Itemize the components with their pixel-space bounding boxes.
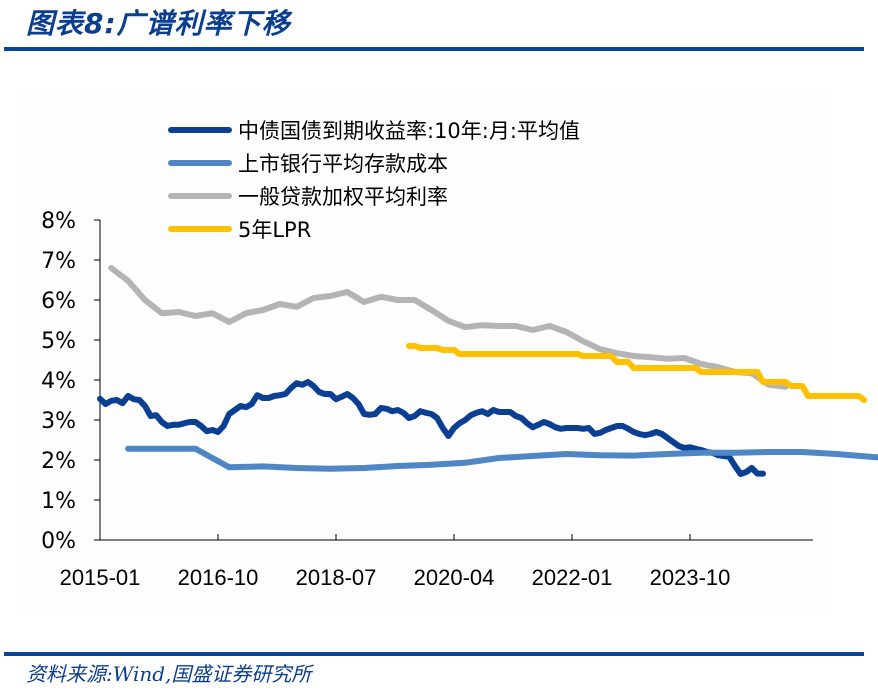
legend-swatch-bond <box>168 126 232 133</box>
top-rule <box>4 47 864 51</box>
figure-title: 图表8:广谱利率下移 <box>26 7 291 40</box>
legend-label-bond: 中债国债到期收益率:10年:月:平均值 <box>238 118 580 143</box>
chart-background <box>18 88 832 616</box>
legend-swatch-deposit <box>168 159 232 166</box>
legend-item-loan: 一般贷款加权平均利率 <box>168 179 580 212</box>
series-line-loan-rate <box>108 265 789 390</box>
y-tick-label: 7% <box>41 249 76 274</box>
source-note: 资料来源:Wind,国盛证券研究所 <box>26 662 312 686</box>
x-tick-label: 2016-10 <box>178 565 259 590</box>
x-tick-label: 2022-01 <box>532 565 613 590</box>
bottom-rule <box>4 652 864 656</box>
legend-swatch-loan <box>168 192 232 199</box>
axes: 0% 1% 2% 3% 4% 5% 6% 7% 8% 2015-01 2016-10 2018-07 2… <box>41 209 813 590</box>
series-line-bond-yield <box>97 379 766 477</box>
x-tick-label: 2020-04 <box>414 565 495 590</box>
y-tick-label: 2% <box>41 449 76 474</box>
series-line-deposit-cost <box>125 445 878 472</box>
series-lines <box>97 265 878 477</box>
legend-label-lpr: 5年LPR <box>238 217 312 242</box>
y-tick-label: 8% <box>41 209 76 234</box>
y-tick-label: 4% <box>41 369 76 394</box>
y-tick-label: 6% <box>41 289 76 314</box>
legend-item-lpr: 5年LPR <box>168 212 580 245</box>
series-line-5y-lpr <box>406 343 868 403</box>
x-tick-label: 2018-07 <box>296 565 377 590</box>
y-tick-label: 0% <box>41 529 76 554</box>
y-tick-label: 5% <box>41 329 76 354</box>
legend-swatch-lpr <box>168 225 232 232</box>
legend-label-deposit: 上市银行平均存款成本 <box>238 151 448 176</box>
y-tick-label: 3% <box>41 409 76 434</box>
legend-item-deposit: 上市银行平均存款成本 <box>168 146 580 179</box>
legend: 中债国债到期收益率:10年:月:平均值 上市银行平均存款成本 一般贷款加权平均利… <box>168 113 580 245</box>
legend-item-bond: 中债国债到期收益率:10年:月:平均值 <box>168 113 580 146</box>
x-tick-label: 2015-01 <box>60 565 141 590</box>
y-tick-label: 1% <box>41 489 76 514</box>
x-tick-label: 2023-10 <box>650 565 731 590</box>
legend-label-loan: 一般贷款加权平均利率 <box>238 184 448 209</box>
